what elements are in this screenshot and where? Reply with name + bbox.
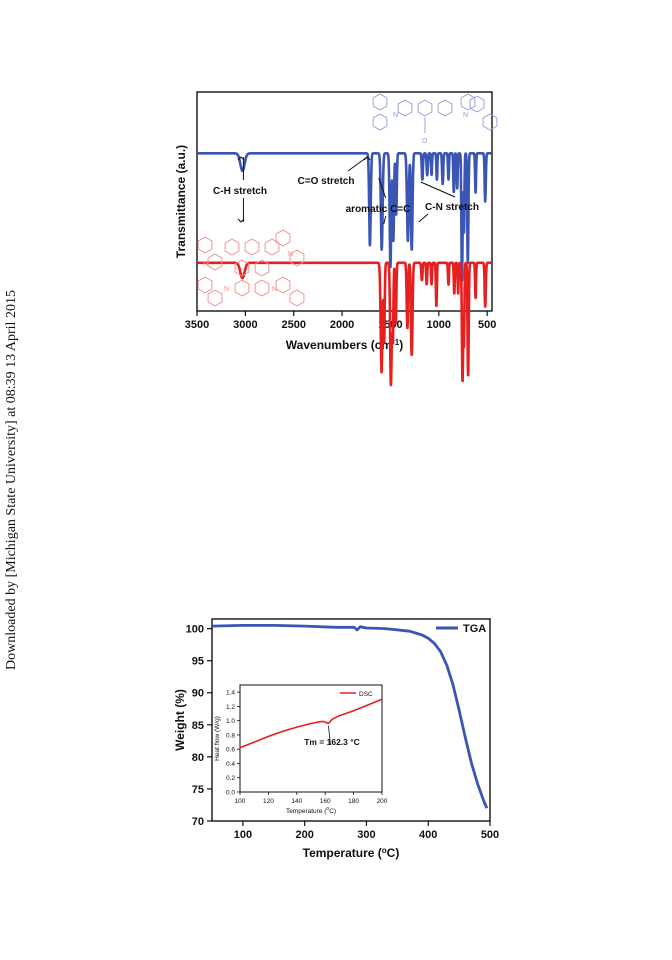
tga-y-axis-title: Weight (%) xyxy=(173,689,187,751)
dsc-legend-label: DSC xyxy=(359,691,373,698)
arrow-cn-bottom xyxy=(418,213,429,223)
ftir-x-tick-label: 2500 xyxy=(281,319,305,331)
tga-y-tick-label: 100 xyxy=(186,624,204,636)
structure-ring-bottom xyxy=(207,253,223,271)
dsc-y-tick-label: 0.2 xyxy=(226,775,235,782)
tga-x-tick-label: 400 xyxy=(419,829,437,841)
tga-series-line xyxy=(211,624,489,809)
dsc-tm-annotation: Tm = 162.3 °C xyxy=(304,737,360,747)
dsc-y-tick-label: 0.0 xyxy=(226,790,235,797)
dsc-x-tick-label: 180 xyxy=(348,798,359,805)
dsc-x-tick-label: 200 xyxy=(377,798,388,805)
dsc-y-tick-label: 0.8 xyxy=(226,732,235,739)
structure-ring-bottom xyxy=(234,259,250,277)
tga-chart: 100 200 300 400 500 70 75 80 85 90 95 100 Temperatur… xyxy=(173,618,499,861)
tga-x-axis-title: Temperature (oC) xyxy=(303,846,400,861)
structure-ring-top xyxy=(372,113,388,131)
ftir-x-tick-label: 3500 xyxy=(185,319,209,331)
ftir-x-tick-label: 3000 xyxy=(233,319,257,331)
structure-n-label: N xyxy=(288,251,293,258)
dsc-y-tick-label: 1.0 xyxy=(226,718,235,725)
structure-ring-bottom xyxy=(244,238,260,256)
structure-ring-top xyxy=(417,99,433,117)
tga-x-tick-label: 200 xyxy=(295,829,313,841)
ftir-x-tick-label: 2000 xyxy=(330,319,354,331)
tga-x-tick-label: 300 xyxy=(357,829,375,841)
annotation-cn-stretch: C-N stretch xyxy=(425,202,479,213)
ftir-x-tick-label: 500 xyxy=(478,319,496,331)
dsc-x-tick-label: 140 xyxy=(291,798,302,805)
dsc-inset-chart: 100 120 140 160 180 200 0.0 0.2 0.4 0.6 0.8 1.0 1.2 1… xyxy=(214,684,388,815)
ftir-y-axis-title: Transmittance (a.u.) xyxy=(174,145,188,258)
tga-plot-frame xyxy=(211,618,491,822)
dsc-tm-arrow xyxy=(328,725,331,745)
tga-x-tick-label: 100 xyxy=(234,829,252,841)
ftir-series-bottom xyxy=(195,261,494,387)
ftir-plot-frame xyxy=(196,91,493,312)
structure-ring-bottom xyxy=(254,259,270,277)
structure-ring-bottom xyxy=(207,289,223,307)
structure-n-label: N xyxy=(463,112,468,119)
dsc-y-tick-label: 1.2 xyxy=(226,704,235,711)
structure-ring-bottom xyxy=(224,238,240,256)
dsc-x-axis-title: Temperature (oC) xyxy=(286,806,336,815)
tga-legend-label: TGA xyxy=(463,623,486,635)
dsc-x-tick-label: 160 xyxy=(320,798,331,805)
structure-ring-bottom xyxy=(197,276,213,294)
arrow-aromatic-top xyxy=(378,177,387,199)
tga-y-tick-label: 75 xyxy=(192,784,204,796)
tga-y-tick-label: 90 xyxy=(192,688,204,700)
structure-ring-bottom xyxy=(275,229,291,247)
ftir-x-axis-title: Wavenumbers (cm-1) xyxy=(286,338,403,353)
structure-ring-top xyxy=(460,93,476,111)
structure-ring-bottom xyxy=(197,236,213,254)
dsc-y-tick-label: 1.4 xyxy=(226,690,235,697)
structure-n-label: N xyxy=(224,286,229,293)
tga-y-tick-label: 70 xyxy=(192,816,204,828)
tga-y-tick-label: 95 xyxy=(192,656,204,668)
annotation-arrowhead xyxy=(237,156,245,161)
ftir-x-tick-label: 1000 xyxy=(427,319,451,331)
structure-ring-bottom xyxy=(264,238,280,256)
annotation-arrowhead xyxy=(237,218,245,223)
dsc-x-tick-label: 120 xyxy=(263,798,274,805)
structure-ring-top xyxy=(397,99,413,117)
annotation-ch-stretch: C-H stretch xyxy=(213,186,267,197)
dsc-y-axis-title: Heat flow (W/g) xyxy=(214,716,221,761)
arrow-aromatic-bottom xyxy=(383,215,387,225)
structure-ring-top xyxy=(372,93,388,111)
structure-n-label: N xyxy=(203,261,208,268)
tga-x-tick-label: 500 xyxy=(481,829,499,841)
tga-y-tick-label: 80 xyxy=(192,752,204,764)
arrow-cn-top xyxy=(420,181,456,198)
dsc-y-tick-label: 0.6 xyxy=(226,747,235,754)
structure-ring-bottom xyxy=(289,249,305,267)
structure-ring-bottom xyxy=(254,279,270,297)
dsc-x-tick-label: 100 xyxy=(235,798,246,805)
tga-y-tick-label: 85 xyxy=(192,720,204,732)
structure-ring-bottom xyxy=(289,289,305,307)
annotation-arrowhead xyxy=(363,156,371,161)
dsc-series-line xyxy=(239,698,383,749)
dsc-y-tick-label: 0.4 xyxy=(226,761,235,768)
structure-ring-top xyxy=(469,95,485,113)
structure-o-label: O xyxy=(422,138,428,145)
structure-n-label: N xyxy=(272,286,277,293)
ftir-series-top xyxy=(195,152,494,282)
structure-n-label: N xyxy=(393,112,398,119)
structure-ring-bottom xyxy=(234,279,250,297)
annotation-co-stretch: C=O stretch xyxy=(298,176,355,187)
structure-ring-top xyxy=(437,99,453,117)
arrow-co xyxy=(347,156,368,172)
annotation-aromatic: aromatic C=C xyxy=(346,204,411,215)
structure-ring-top xyxy=(482,113,498,131)
structure-ring-bottom xyxy=(275,276,291,294)
